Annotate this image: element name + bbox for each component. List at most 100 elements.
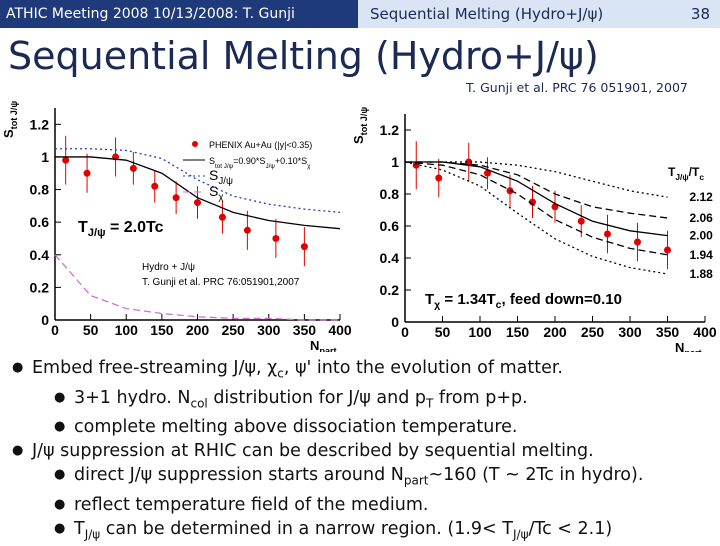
curve-label-part: 1.94 xyxy=(690,248,714,262)
curve-label: 1.94 xyxy=(690,248,714,262)
legend-title-part: J/ψ xyxy=(675,172,688,182)
legend-marker xyxy=(192,141,198,147)
legend-label: PHENIX Au+Au (|y|<0.35) xyxy=(209,140,312,150)
data-point xyxy=(194,199,201,206)
curve-label: 1.88 xyxy=(690,267,714,281)
legend-label-part: χ xyxy=(307,163,311,170)
legend-title-part: c xyxy=(699,172,704,182)
bullet-text: , ψ' into the evolution of matter. xyxy=(284,358,563,378)
y-tick-label: 1 xyxy=(391,154,399,170)
x-tick-label: 350 xyxy=(656,324,680,340)
curve-label: 2.00 xyxy=(690,229,714,243)
y-tick-label: 0.2 xyxy=(30,279,50,295)
x-tick-label: 100 xyxy=(468,324,492,340)
curve-label-part: 2.06 xyxy=(690,211,714,225)
data-point xyxy=(244,227,251,234)
data-point xyxy=(435,175,442,182)
bullet: direct J/ψ suppression starts around Npa… xyxy=(0,463,720,493)
data-point xyxy=(219,214,226,221)
x-tick-label: 300 xyxy=(618,324,642,340)
bullet: reflect temperature field of the medium. xyxy=(0,493,720,517)
bullet-text: 3+1 hydro. N xyxy=(74,388,190,408)
x-tick-label: 250 xyxy=(221,322,245,338)
annotation-part: = 2.0Tc xyxy=(106,219,164,236)
y-tick-label: 0.4 xyxy=(30,247,50,263)
y-axis-label-part: S xyxy=(1,129,16,138)
bullet-text: reflect temperature field of the medium. xyxy=(74,495,429,515)
legend-title: TJ/ψ/Tc xyxy=(668,165,704,182)
curve xyxy=(405,162,668,255)
data-point xyxy=(130,165,137,172)
legend-label: Stot J/ψ=0.90*SJ/ψ+0.10*Sχ xyxy=(209,156,311,170)
y-tick-label: 0.4 xyxy=(380,250,400,266)
x-axis-label-part: N xyxy=(310,338,319,352)
data-point xyxy=(272,235,279,242)
bullet-text: ~160 (T ~ 2Tc in hydro). xyxy=(428,465,643,485)
bullet-text: from p+p. xyxy=(433,388,527,408)
bullet-text: distribution for J/ψ and p xyxy=(208,388,426,408)
y-tick-label: 0 xyxy=(41,312,49,328)
x-tick-label: 150 xyxy=(506,324,530,340)
bullet-text: J/ψ suppression at RHIC can be described… xyxy=(32,441,594,461)
data-point xyxy=(173,194,180,201)
bullet-text: J/ψ xyxy=(85,527,101,541)
y-tick-label: 0 xyxy=(391,314,399,330)
bullet-text: T xyxy=(74,519,85,539)
data-point xyxy=(301,243,308,250)
x-tick-label: 0 xyxy=(51,322,59,338)
y-tick-label: 1.2 xyxy=(380,122,400,138)
x-tick-label: 300 xyxy=(257,322,281,338)
curve-label-part: 2.12 xyxy=(690,190,714,204)
bullet-text: /Tc < 2.1) xyxy=(528,519,612,539)
y-axis-label-part: tot J/ψ xyxy=(9,101,19,130)
x-tick-label: 50 xyxy=(435,324,451,340)
curve xyxy=(405,162,668,236)
curve-label-part: 2.00 xyxy=(690,229,714,243)
legend-title-part: /T xyxy=(689,165,700,179)
bullet: complete melting above dissociation temp… xyxy=(0,415,720,439)
annotation-part: , feed down=0.10 xyxy=(502,291,622,308)
x-tick-label: 100 xyxy=(115,322,139,338)
legend-label-part: PHENIX Au+Au (|y|<0.35) xyxy=(209,140,312,150)
legend-label-part: S xyxy=(209,183,218,199)
bullet: TJ/ψ can be determined in a narrow regio… xyxy=(0,517,720,546)
bullet: 3+1 hydro. Ncol distribution for J/ψ and… xyxy=(0,386,720,416)
legend-label-part: S xyxy=(209,167,218,183)
x-tick-label: 0 xyxy=(401,324,409,340)
data-point xyxy=(84,170,91,177)
bullet: J/ψ suppression at RHIC can be described… xyxy=(0,439,720,463)
y-axis-label-part: S xyxy=(351,135,366,144)
bullet-text: J/ψ xyxy=(513,527,529,541)
y-tick-label: 0.8 xyxy=(30,182,50,198)
y-tick-label: 0.6 xyxy=(30,214,50,230)
annotation-part: Hydro + J/ψ xyxy=(142,262,195,273)
x-axis-label-part: part xyxy=(684,348,701,352)
x-tick-label: 400 xyxy=(328,322,352,338)
x-tick-label: 200 xyxy=(543,324,567,340)
annotation: TJ/ψ = 2.0Tc xyxy=(78,219,164,239)
legend-label-part: +0.10*S xyxy=(275,156,307,166)
annotation: Tχ = 1.34Tc, feed down=0.10 xyxy=(425,291,622,311)
curve-label: 2.12 xyxy=(690,190,714,204)
x-axis-label: Npart xyxy=(675,340,702,352)
bullet-text: direct J/ψ suppression starts around N xyxy=(74,465,404,485)
annotation-part: = 1.34T xyxy=(440,291,495,308)
annotation: T. Gunji et al. PRC 76:051901,2007 xyxy=(142,277,300,288)
legend-label-part: =0.90*S xyxy=(233,156,265,166)
data-point xyxy=(634,239,641,246)
curve xyxy=(405,162,668,274)
y-tick-label: 0.8 xyxy=(380,186,400,202)
annotation-part: T. Gunji et al. PRC 76:051901,2007 xyxy=(142,277,300,288)
data-point xyxy=(664,247,671,254)
y-tick-label: 1.2 xyxy=(30,116,50,132)
curve-label: 2.06 xyxy=(690,211,714,225)
annotation-part: T xyxy=(425,291,434,308)
y-tick-label: 0.6 xyxy=(380,218,400,234)
y-axis-label: Stot J/ψ xyxy=(351,107,369,144)
x-axis-label-part: part xyxy=(319,346,336,352)
curve-label-part: 1.88 xyxy=(690,267,714,281)
data-point xyxy=(62,157,69,164)
y-axis-label: Stot J/ψ xyxy=(1,101,19,138)
data-point xyxy=(151,183,158,190)
